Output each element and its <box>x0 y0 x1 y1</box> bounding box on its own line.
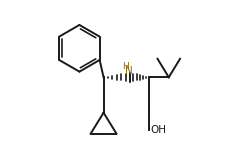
Text: H: H <box>122 62 129 71</box>
Text: OH: OH <box>150 125 166 135</box>
Text: N: N <box>125 66 132 76</box>
